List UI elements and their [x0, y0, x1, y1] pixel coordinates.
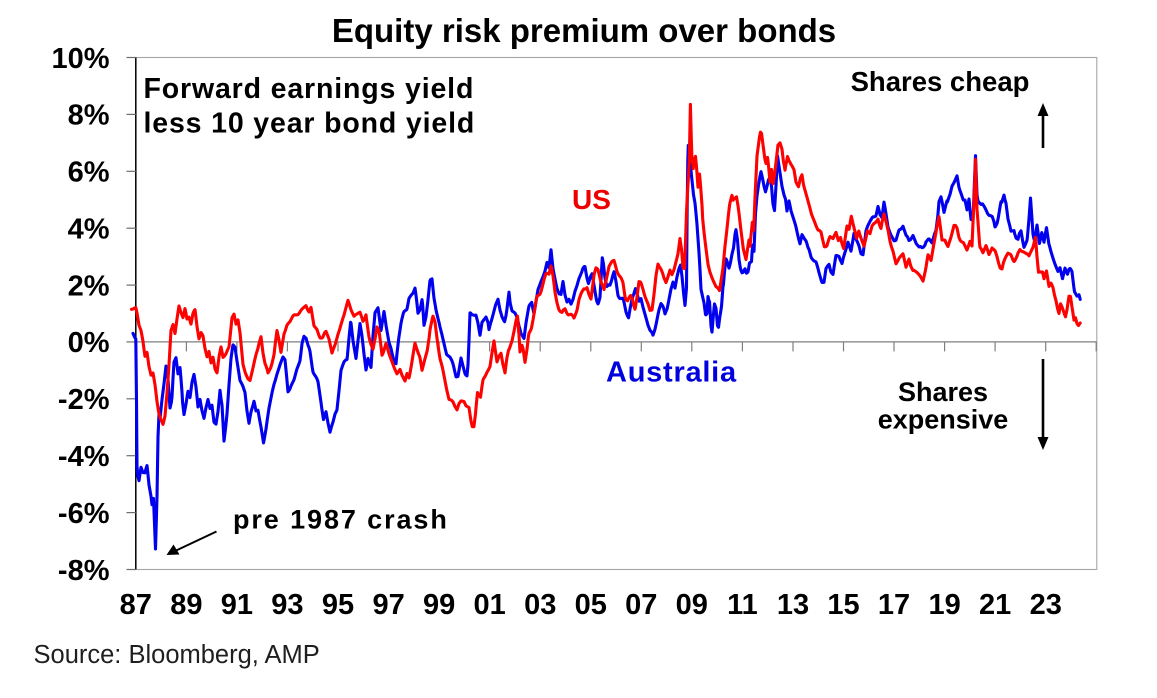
- svg-text:11: 11: [727, 589, 758, 621]
- svg-text:4%: 4%: [68, 214, 110, 246]
- svg-text:09: 09: [676, 589, 708, 621]
- svg-text:-2%: -2%: [58, 384, 110, 416]
- svg-text:-4%: -4%: [58, 441, 110, 473]
- svg-text:87: 87: [120, 589, 152, 621]
- svg-text:13: 13: [777, 589, 809, 621]
- svg-text:Equity risk premium over bonds: Equity risk premium over bonds: [332, 12, 836, 49]
- svg-text:Forward earnings yield: Forward earnings yield: [144, 73, 475, 105]
- svg-text:89: 89: [170, 589, 202, 621]
- svg-text:21: 21: [979, 589, 1011, 621]
- svg-text:-6%: -6%: [58, 498, 110, 530]
- svg-text:93: 93: [271, 589, 303, 621]
- svg-text:US: US: [572, 184, 611, 215]
- svg-text:05: 05: [575, 589, 607, 621]
- svg-text:2%: 2%: [68, 270, 110, 302]
- svg-text:8%: 8%: [68, 100, 110, 132]
- svg-text:17: 17: [878, 589, 910, 621]
- svg-text:Shares cheap: Shares cheap: [851, 66, 1030, 97]
- svg-text:pre 1987 crash: pre 1987 crash: [233, 505, 449, 535]
- svg-text:Source: Bloomberg, AMP: Source: Bloomberg, AMP: [34, 641, 320, 669]
- svg-text:97: 97: [372, 589, 404, 621]
- svg-text:95: 95: [322, 589, 354, 621]
- svg-text:less 10 year bond yield: less 10 year bond yield: [144, 108, 476, 140]
- svg-text:07: 07: [625, 589, 657, 621]
- svg-text:99: 99: [423, 589, 455, 621]
- svg-text:0%: 0%: [68, 327, 110, 359]
- svg-text:10%: 10%: [51, 43, 109, 75]
- svg-text:15: 15: [827, 589, 859, 621]
- svg-text:01: 01: [473, 589, 505, 621]
- svg-text:91: 91: [221, 589, 253, 621]
- svg-text:6%: 6%: [68, 157, 110, 189]
- svg-text:03: 03: [524, 589, 556, 621]
- svg-text:Australia: Australia: [606, 357, 737, 389]
- svg-text:expensive: expensive: [878, 405, 1009, 435]
- svg-text:Shares: Shares: [898, 377, 988, 407]
- svg-text:23: 23: [1030, 589, 1062, 621]
- svg-text:19: 19: [928, 589, 960, 621]
- svg-text:-8%: -8%: [58, 555, 110, 587]
